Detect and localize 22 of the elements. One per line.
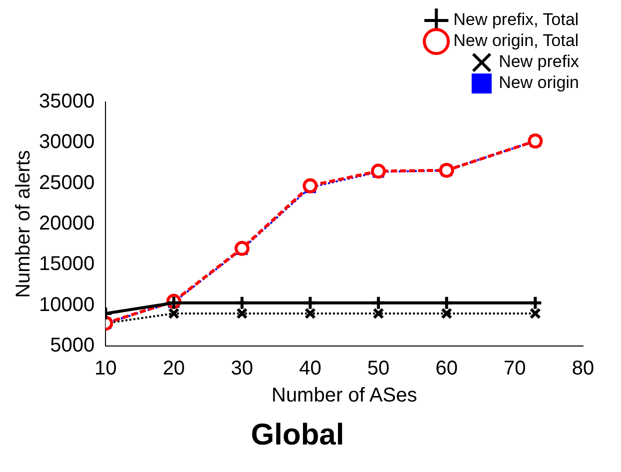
y-tick-label: 25000 [38, 172, 95, 194]
legend-label: New prefix [498, 52, 580, 72]
y-axis-title: Number of alerts [12, 150, 35, 298]
x-tick-label: 40 [299, 358, 322, 380]
y-tick-label: 35000 [38, 90, 95, 113]
x-tick-label: 10 [94, 358, 117, 380]
x-tick-label: 50 [367, 358, 390, 380]
x-tick-label: 80 [572, 358, 594, 380]
x-axis-title: Number of ASes [271, 384, 418, 407]
legend-label: New origin, Total [453, 31, 579, 50]
y-tick-label: 10000 [38, 294, 95, 316]
y-tick-label: 30000 [38, 131, 95, 154]
x-tick-label: 30 [230, 358, 254, 380]
legend-label: New prefix, Total [453, 10, 579, 30]
y-tick-label: 15000 [38, 253, 95, 276]
x-tick-label: 60 [435, 358, 458, 380]
y-tick-label: 20000 [38, 212, 95, 235]
x-tick-label: 20 [162, 358, 185, 380]
text: Global [250, 418, 344, 452]
x-tick-label: 70 [504, 358, 526, 380]
legend-label: New origin [498, 73, 579, 92]
y-tick-label: 5000 [50, 334, 95, 357]
